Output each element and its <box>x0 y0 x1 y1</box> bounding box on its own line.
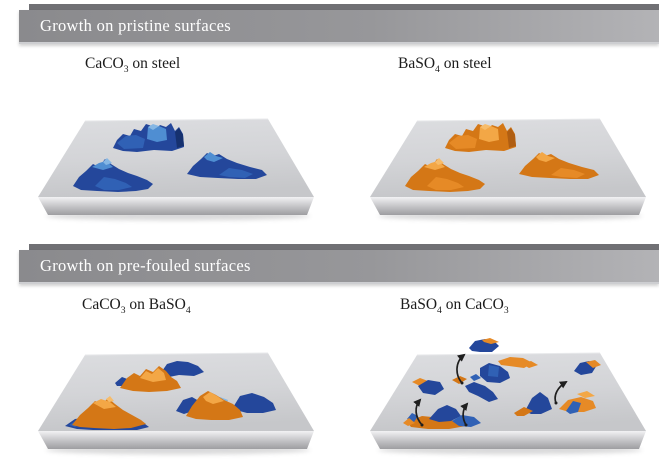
panel-label-baso4-on-steel: BaSO4 on steel <box>398 55 492 76</box>
panel-label-caco3-on-steel: CaCO3 on steel <box>85 55 181 76</box>
baso4-mound <box>72 398 146 429</box>
mixed-deposit-right <box>176 391 276 420</box>
label-subscript: 4 <box>185 305 191 317</box>
label-part: BaSO <box>400 296 438 313</box>
label-part: on CaCO <box>441 296 504 313</box>
baso4-facet <box>106 396 114 402</box>
banner-top-strip <box>29 4 659 10</box>
panel-image-caco3-on-steel <box>20 90 320 230</box>
label-part: on steel <box>439 55 492 72</box>
label-part: on steel <box>128 55 181 72</box>
caco3-fragment <box>429 405 461 422</box>
section-header-pristine: Growth on pristine surfaces <box>19 4 659 44</box>
mixed-deposit-top <box>115 361 204 392</box>
label-subscript: 3 <box>123 64 129 76</box>
baso4-facet <box>203 392 224 404</box>
mixed-deposit-left <box>65 396 149 430</box>
label-part: CaCO <box>85 55 124 72</box>
detachment-arrow-icon-2 <box>413 398 423 426</box>
panel-label-baso4-on-caco3: BaSO4 on CaCO3 <box>400 296 509 317</box>
fragment-orange <box>482 338 499 344</box>
caco3-patch <box>160 361 204 377</box>
right-cluster <box>514 361 596 416</box>
caco3-streak <box>465 382 498 402</box>
detachment-arrow-icon-4 <box>554 380 568 404</box>
caco3-block <box>488 365 499 377</box>
label-subscript: 4 <box>437 305 442 317</box>
substrate-plate <box>370 353 646 455</box>
baso4-patch <box>514 407 533 416</box>
baso4-mound <box>186 391 243 420</box>
left-cluster <box>412 378 444 395</box>
section-header-prefouled: Growth on pre-fouled surfaces <box>19 244 659 284</box>
detached-fragment-1 <box>469 338 499 352</box>
panel-image-baso4-on-steel <box>352 90 652 230</box>
banner-top-strip <box>29 244 659 250</box>
label-part: BaSO <box>398 55 436 72</box>
baso4-bit <box>522 361 538 368</box>
caco3-fragment <box>418 380 444 395</box>
label-subscript: 3 <box>120 305 126 317</box>
panel-image-baso4-on-caco3 <box>352 338 652 462</box>
caco3-bit <box>470 374 481 381</box>
section-title-pristine: Growth on pristine surfaces <box>40 16 231 35</box>
label-subscript: 3 <box>503 305 509 317</box>
banner-bar: Growth on pre-fouled surfaces <box>19 250 659 284</box>
caco3-pyramid <box>525 392 552 414</box>
detachment-arrows <box>413 353 568 427</box>
detachment-arrow-icon-3 <box>460 402 469 426</box>
panel-image-caco3-on-baso4 <box>20 330 320 462</box>
label-subscript: 4 <box>435 64 440 76</box>
caco3-patch <box>232 393 276 413</box>
caco3-fragment <box>452 415 481 427</box>
label-part: on BaSO <box>125 296 186 313</box>
baso4-facet <box>140 368 166 382</box>
section-title-prefouled: Growth on pre-fouled surfaces <box>40 256 251 275</box>
baso4-bit <box>577 391 595 398</box>
detachment-arrow-icon-1 <box>456 353 466 384</box>
banner-bar: Growth on pristine surfaces <box>19 10 659 44</box>
baso4-bit <box>403 418 415 426</box>
label-part: CaCO <box>82 296 121 313</box>
fragment-orange <box>586 360 601 368</box>
baso4-bit <box>412 378 428 386</box>
panel-label-caco3-on-baso4: CaCO3 on BaSO4 <box>82 296 191 317</box>
baso4-facet <box>93 399 116 409</box>
caco3-fragment <box>566 401 581 414</box>
detached-fragment-2 <box>574 360 601 375</box>
lower-left-cluster <box>403 405 481 429</box>
